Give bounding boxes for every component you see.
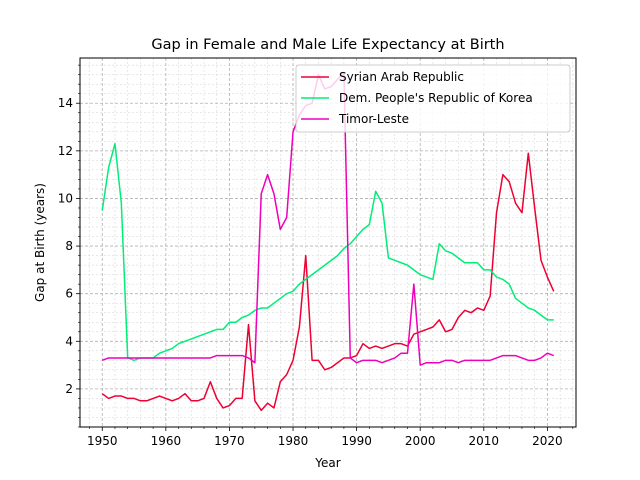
x-tick-label: 2000	[405, 434, 436, 448]
x-tick-label: 1950	[87, 434, 118, 448]
x-tick-label: 1970	[214, 434, 245, 448]
y-axis-title: Gap at Birth (years)	[33, 183, 47, 302]
plot-frame	[79, 57, 577, 428]
y-tick-label: 6	[65, 287, 73, 301]
legend-box	[295, 64, 571, 133]
legend-label: Timor-Leste	[338, 112, 409, 126]
x-axis-title: Year	[314, 456, 340, 470]
series-line-1	[101, 142, 554, 362]
chart-title: Gap in Female and Male Life Expectancy a…	[151, 37, 504, 53]
x-tick-label: 1980	[278, 434, 309, 448]
axis-ticks: 1950 1960 1970 1980 1990 2000 2010 2020 2 4 6 8 10 12…	[58, 64, 574, 448]
y-tick-label: 4	[65, 334, 73, 348]
x-tick-label: 1960	[151, 434, 182, 448]
y-tick-label: 8	[65, 239, 73, 253]
legend-label: Syrian Arab Republic	[339, 70, 464, 84]
series-line-0	[101, 152, 555, 412]
legend: Syrian Arab Republic Dem. People's Republ…	[295, 64, 571, 133]
x-tick-label: 2020	[532, 434, 563, 448]
legend-label: Dem. People's Republic of Korea	[339, 91, 533, 105]
y-tick-label: 12	[58, 144, 73, 158]
y-tick-label: 2	[65, 382, 73, 396]
x-tick-label: 1990	[341, 434, 372, 448]
y-tick-label: 14	[58, 96, 73, 110]
y-tick-label: 10	[58, 191, 73, 205]
x-tick-label: 2010	[469, 434, 500, 448]
